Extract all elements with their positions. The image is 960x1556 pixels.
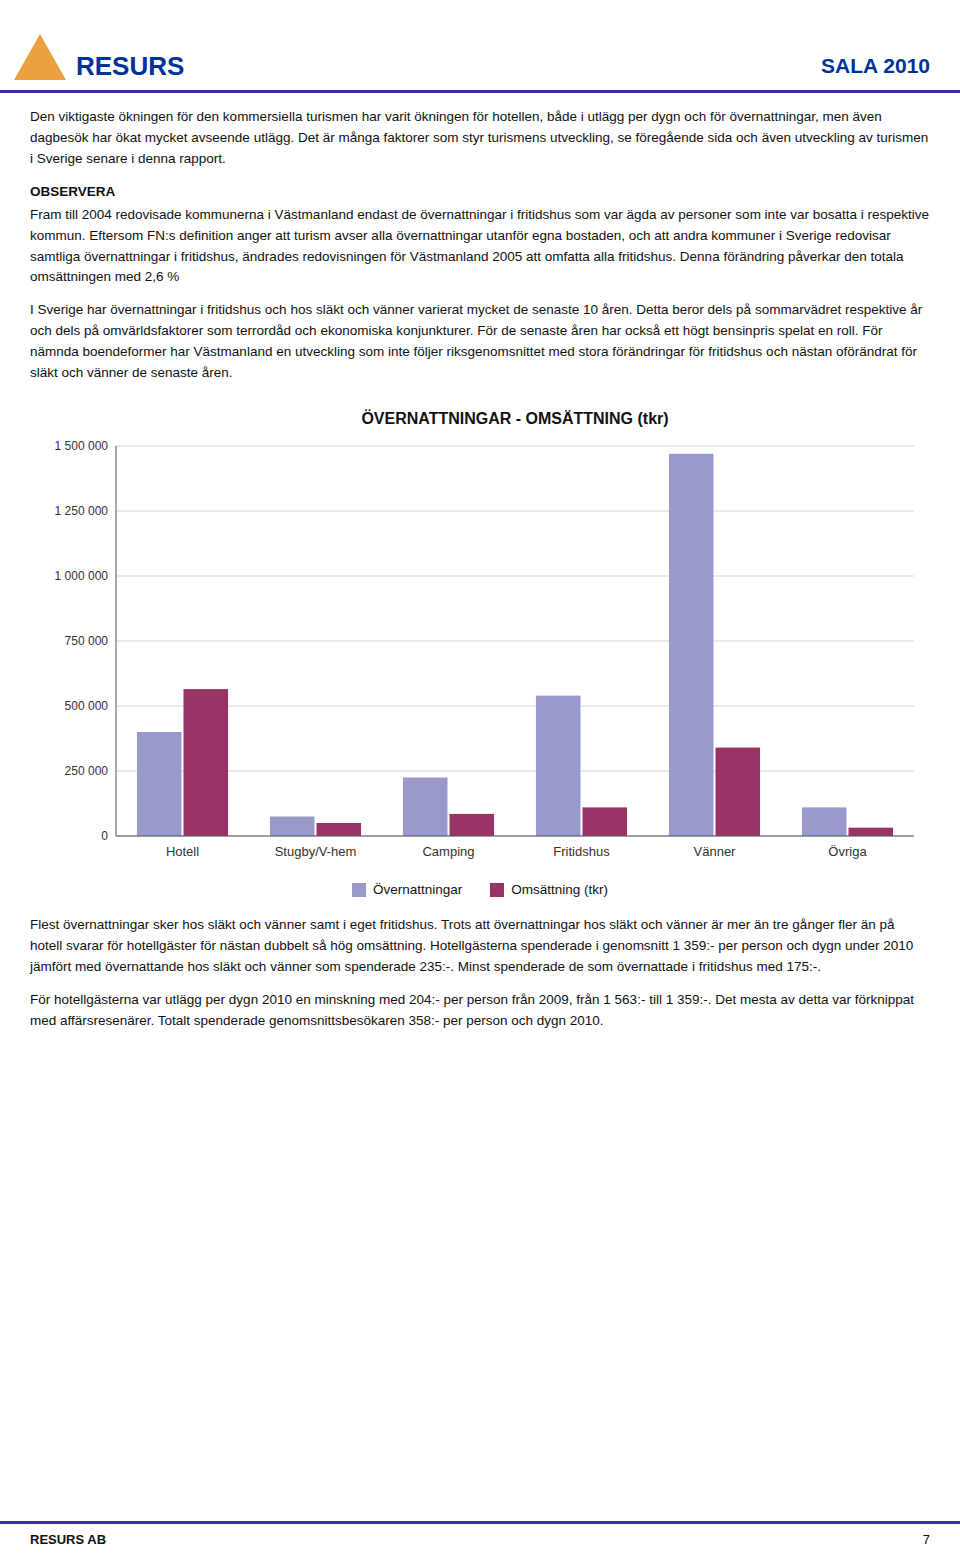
bar [583,807,628,836]
footer-text: RESURS AB [30,1532,106,1547]
paragraph: Fram till 2004 redovisade kommunerna i V… [30,205,930,289]
legend-item: Övernattningar [352,882,462,897]
bar [669,454,714,836]
grid-line [116,446,914,447]
grid-line [116,771,914,772]
x-tick-label: Hotell [166,844,199,859]
logo: RESURS [10,30,184,90]
footer-row: RESURS AB 7 [0,1524,960,1547]
bar [403,778,448,837]
footer-page: 7 [923,1532,930,1547]
x-axis [116,836,914,837]
page-body: { "logo_text": "RESURS", "header_title":… [0,0,960,1556]
y-tick-label: 500 000 [65,699,109,713]
chart: ÖVERNATTNINGAR - OMSÄTTNING (tkr) 0 250 00… [30,402,930,897]
footer: RESURS AB 7 [0,1521,960,1556]
grid-line [116,576,914,577]
grid-line [116,836,914,837]
header: RESURS SALA 2010 [0,0,960,90]
content: Den viktigaste ökningen för den kommersi… [0,93,960,1032]
y-tick-label: 0 [101,829,108,843]
legend-swatch [490,883,504,897]
bar [536,696,581,836]
bar [450,814,495,836]
legend-label: Omsättning (tkr) [511,882,608,897]
y-tick-label: 1 000 000 [55,569,109,583]
bar [184,689,229,836]
bar [849,828,894,836]
bar [802,807,847,836]
grid-line [116,511,914,512]
legend-label: Övernattningar [373,882,462,897]
x-tick-label: Vänner [694,844,737,859]
header-title: SALA 2010 [821,54,930,90]
header-rule [0,90,960,93]
paragraph: För hotellgästerna var utlägg per dygn 2… [30,990,930,1032]
bars [137,454,893,836]
x-tick-label: Camping [422,844,474,859]
paragraph: Flest övernattningar sker hos släkt och … [30,915,930,978]
legend-item: Omsättning (tkr) [490,882,608,897]
paragraph: I Sverige har övernattningar i fritidshu… [30,300,930,384]
grid-line [116,641,914,642]
bar [137,732,182,836]
legend: Övernattningar Omsättning (tkr) [30,882,930,897]
logo-text: RESURS [76,51,184,82]
y-tick-label: 1 500 000 [55,439,109,453]
footer-rule [0,1521,960,1524]
y-tick-label: 250 000 [65,764,109,778]
x-tick-label: Stugby/V-hem [275,844,357,859]
x-tick-label: Fritidshus [553,844,610,859]
legend-swatch [352,883,366,897]
logo-mark [10,30,70,82]
y-tick-label: 750 000 [65,634,109,648]
heading: OBSERVERA [30,182,930,203]
bar [317,823,362,836]
logo-triangle [14,34,66,80]
page: RESURS SALA 2010 Den viktigaste ökningen f… [0,0,960,1556]
grid [116,446,914,836]
chart-title: ÖVERNATTNINGAR - OMSÄTTNING (tkr) [361,409,668,427]
y-tick-label: 1 250 000 [55,504,109,518]
paragraph: Den viktigaste ökningen för den kommersi… [30,107,930,170]
x-tick-label: Övriga [828,844,867,859]
chart-svg: ÖVERNATTNINGAR - OMSÄTTNING (tkr) 0 250 00… [30,402,930,872]
bar [270,817,315,837]
grid-line [116,706,914,707]
bar [716,748,761,836]
y-axis [116,446,117,836]
